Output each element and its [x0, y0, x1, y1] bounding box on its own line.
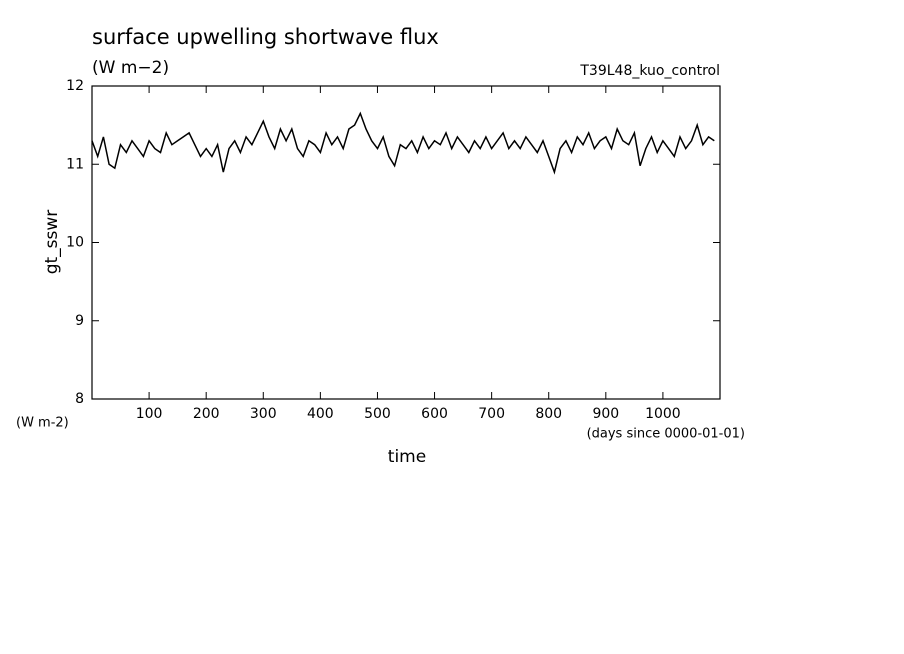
- annotation: T39L48_kuo_control: [579, 63, 720, 79]
- data-line: [91, 111, 715, 175]
- x-tick-label: 700: [478, 406, 505, 422]
- x-tick-label: 100: [136, 406, 163, 422]
- x-unit: (days since 0000-01-01): [587, 427, 745, 442]
- x-tick-label: 400: [307, 406, 334, 422]
- x-tick-label: 900: [592, 406, 619, 422]
- y-tick-label: 12: [66, 78, 84, 94]
- x-axis-label: time: [388, 447, 426, 467]
- x-tick-label: 600: [421, 406, 448, 422]
- x-tick-label: 500: [364, 406, 391, 422]
- y-tick-label: 9: [75, 313, 84, 329]
- x-tick-label: 200: [193, 406, 220, 422]
- x-tick-label: 1000: [645, 406, 681, 422]
- y-tick-label: 8: [75, 391, 84, 407]
- y-axis-label: gt_sswr: [42, 210, 62, 275]
- x-tick-label: 300: [250, 406, 277, 422]
- chart-subtitle: (W m−2): [92, 58, 169, 78]
- y-tick-label: 11: [66, 156, 84, 172]
- x-tick-label: 800: [535, 406, 562, 422]
- y-unit: (W m-2): [16, 416, 69, 431]
- chart-title: surface upwelling shortwave flux: [92, 25, 439, 49]
- y-tick-label: 10: [66, 235, 84, 251]
